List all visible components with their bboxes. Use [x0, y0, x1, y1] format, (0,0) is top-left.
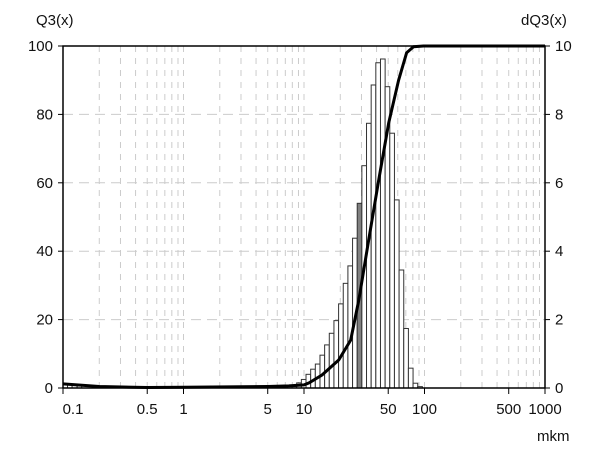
right-tick-label: 8 — [555, 106, 563, 123]
histogram-bar — [398, 269, 405, 389]
left-tick-label: 80 — [36, 106, 53, 123]
histogram-bar — [370, 84, 377, 389]
x-tick-label: 100 — [412, 401, 437, 418]
histogram-bar — [389, 132, 395, 389]
histogram-bars — [62, 58, 423, 389]
x-tick-label: 0.5 — [137, 401, 158, 418]
histogram-bar — [393, 199, 400, 389]
histogram-bar — [379, 58, 386, 389]
x-tick-label: 5 — [264, 401, 272, 418]
cumulative-curve — [62, 44, 545, 390]
x-tick-label: 1 — [179, 401, 187, 418]
histogram-bar — [338, 303, 344, 389]
x-axis-title: mkm — [537, 428, 570, 445]
histogram-bar — [375, 62, 381, 389]
histogram-bar — [407, 367, 414, 389]
right-tick-label: 10 — [555, 38, 572, 55]
right-tick-label: 2 — [555, 312, 563, 329]
left-axis-title: Q3(x) — [36, 12, 74, 29]
left-tick-label: 0 — [45, 380, 53, 397]
right-tick-label: 6 — [555, 175, 563, 192]
x-tick-label: 500 — [496, 401, 521, 418]
x-axis: 0.1 0.5 1 5 10 50 100 500 1000 — [62, 388, 562, 418]
grid — [63, 46, 545, 388]
histogram-bar — [328, 332, 335, 389]
histogram-bar — [342, 282, 349, 389]
left-y-axis: 0 20 40 60 80 100 — [28, 38, 63, 397]
histogram-bar — [333, 320, 340, 389]
x-tick-label: 1000 — [528, 401, 561, 418]
left-tick-label: 60 — [36, 175, 53, 192]
right-axis-title: dQ3(x) — [521, 12, 567, 29]
left-tick-label: 100 — [28, 38, 53, 55]
left-tick-label: 40 — [36, 243, 53, 260]
left-tick-label: 20 — [36, 312, 53, 329]
right-y-axis: 0 2 4 6 8 10 — [545, 38, 572, 397]
histogram-bar — [403, 327, 409, 389]
x-tick-label: 10 — [296, 401, 313, 418]
x-tick-label: 50 — [380, 401, 397, 418]
right-tick-label: 0 — [555, 380, 563, 397]
right-tick-label: 4 — [555, 243, 563, 260]
histogram-bar — [324, 344, 330, 389]
x-tick-label: 0.1 — [63, 401, 84, 418]
